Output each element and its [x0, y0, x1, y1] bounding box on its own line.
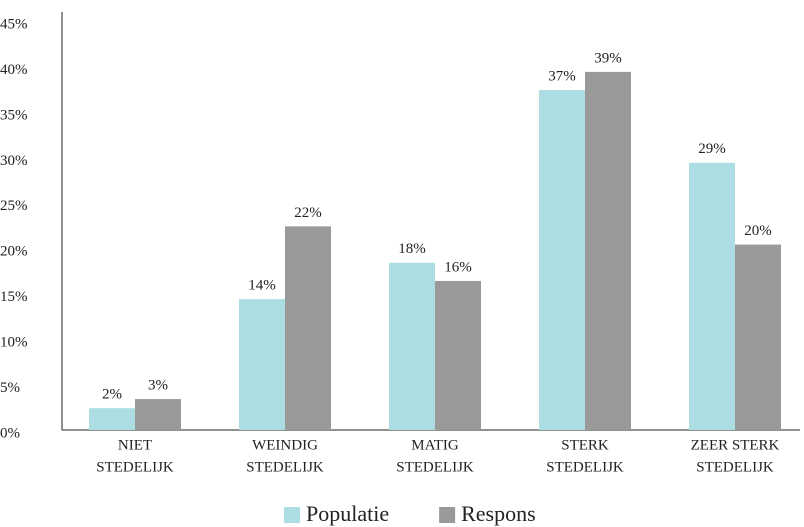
bar [585, 71, 631, 431]
bar [285, 226, 331, 430]
y-tick-label: 40% [0, 62, 28, 78]
bar [539, 90, 585, 430]
y-tick-label: 35% [0, 107, 28, 123]
legend-label: Respons [461, 501, 536, 526]
value-label: 20% [744, 223, 772, 239]
x-tick-label: ZEER STERK [691, 437, 780, 453]
legend-label: Populatie [306, 501, 389, 526]
y-tick-label: 5% [0, 380, 20, 396]
bar [435, 280, 481, 430]
value-label: 18% [398, 241, 426, 257]
value-label: 3% [148, 378, 168, 394]
value-label: 37% [548, 69, 576, 85]
bar [89, 408, 135, 430]
x-tick-label: STEDELIJK [546, 459, 624, 475]
y-tick-label: 10% [0, 335, 28, 351]
y-tick-label: 30% [0, 153, 28, 169]
value-label: 14% [248, 278, 276, 294]
x-tick-label: STERK [561, 437, 609, 453]
bar [735, 244, 781, 430]
x-tick-label: STEDELIJK [96, 459, 174, 475]
y-tick-label: 45% [0, 16, 28, 32]
bar [239, 299, 285, 430]
x-tick-label: STEDELIJK [246, 459, 324, 475]
bar [689, 162, 735, 430]
value-label: 39% [594, 50, 622, 66]
legend-swatch [284, 507, 300, 523]
bar [135, 399, 181, 430]
x-tick-label: MATIG [411, 437, 459, 453]
y-tick-label: 20% [0, 244, 28, 260]
y-tick-label: 15% [0, 289, 28, 305]
x-tick-label: WEINDIG [252, 437, 318, 453]
value-label: 29% [698, 141, 726, 157]
x-tick-label: STEDELIJK [696, 459, 774, 475]
bar [389, 262, 435, 430]
x-tick-label: STEDELIJK [396, 459, 474, 475]
value-label: 16% [444, 259, 472, 275]
y-tick-label: 25% [0, 198, 28, 214]
value-label: 2% [102, 387, 122, 403]
legend-swatch [439, 507, 456, 523]
y-tick-label: 0% [0, 425, 20, 441]
value-label: 22% [294, 205, 322, 221]
x-tick-label: NIET [118, 437, 152, 453]
